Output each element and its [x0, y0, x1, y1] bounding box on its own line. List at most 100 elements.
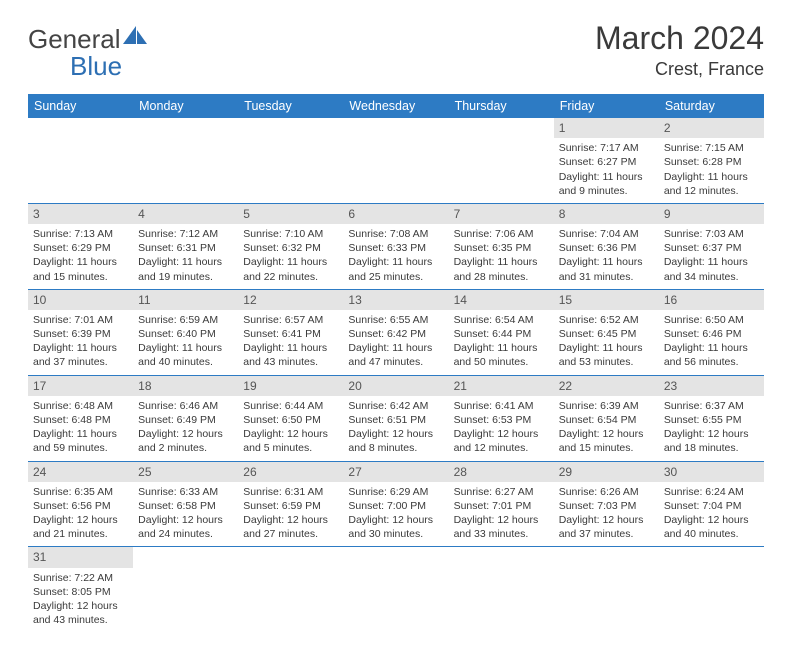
calendar-empty-cell	[343, 118, 448, 203]
sunset-line: Sunset: 6:27 PM	[559, 155, 654, 169]
day-number: 26	[238, 462, 343, 482]
day-details: Sunrise: 7:10 AMSunset: 6:32 PMDaylight:…	[238, 224, 343, 289]
calendar-day-cell: 26Sunrise: 6:31 AMSunset: 6:59 PMDayligh…	[238, 461, 343, 547]
sunrise-line: Sunrise: 6:44 AM	[243, 399, 338, 413]
calendar-day-cell: 14Sunrise: 6:54 AMSunset: 6:44 PMDayligh…	[449, 289, 554, 375]
day-number: 4	[133, 204, 238, 224]
month-title: March 2024	[595, 20, 764, 57]
daylight-line: Daylight: 12 hours and 43 minutes.	[33, 599, 128, 627]
sunrise-line: Sunrise: 7:08 AM	[348, 227, 443, 241]
day-number: 29	[554, 462, 659, 482]
day-details: Sunrise: 6:50 AMSunset: 6:46 PMDaylight:…	[659, 310, 764, 375]
daylight-line: Daylight: 11 hours and 31 minutes.	[559, 255, 654, 283]
daylight-line: Daylight: 11 hours and 56 minutes.	[664, 341, 759, 369]
calendar-day-cell: 2Sunrise: 7:15 AMSunset: 6:28 PMDaylight…	[659, 118, 764, 203]
calendar-day-cell: 12Sunrise: 6:57 AMSunset: 6:41 PMDayligh…	[238, 289, 343, 375]
calendar-empty-cell	[659, 547, 764, 632]
daylight-line: Daylight: 11 hours and 15 minutes.	[33, 255, 128, 283]
sunset-line: Sunset: 6:49 PM	[138, 413, 233, 427]
location-label: Crest, France	[595, 59, 764, 80]
day-details: Sunrise: 6:46 AMSunset: 6:49 PMDaylight:…	[133, 396, 238, 461]
sunset-line: Sunset: 6:40 PM	[138, 327, 233, 341]
sunrise-line: Sunrise: 7:17 AM	[559, 141, 654, 155]
day-details: Sunrise: 6:48 AMSunset: 6:48 PMDaylight:…	[28, 396, 133, 461]
sunrise-line: Sunrise: 6:33 AM	[138, 485, 233, 499]
daylight-line: Daylight: 12 hours and 33 minutes.	[454, 513, 549, 541]
day-number: 27	[343, 462, 448, 482]
day-details: Sunrise: 7:15 AMSunset: 6:28 PMDaylight:…	[659, 138, 764, 203]
calendar-day-cell: 16Sunrise: 6:50 AMSunset: 6:46 PMDayligh…	[659, 289, 764, 375]
sunset-line: Sunset: 6:28 PM	[664, 155, 759, 169]
sunrise-line: Sunrise: 6:54 AM	[454, 313, 549, 327]
calendar-day-cell: 18Sunrise: 6:46 AMSunset: 6:49 PMDayligh…	[133, 375, 238, 461]
sunrise-line: Sunrise: 7:12 AM	[138, 227, 233, 241]
sunset-line: Sunset: 6:31 PM	[138, 241, 233, 255]
calendar-day-cell: 31Sunrise: 7:22 AMSunset: 8:05 PMDayligh…	[28, 547, 133, 632]
calendar-day-cell: 8Sunrise: 7:04 AMSunset: 6:36 PMDaylight…	[554, 203, 659, 289]
calendar-day-cell: 13Sunrise: 6:55 AMSunset: 6:42 PMDayligh…	[343, 289, 448, 375]
weekday-header: Monday	[133, 94, 238, 118]
day-number: 10	[28, 290, 133, 310]
day-details: Sunrise: 7:22 AMSunset: 8:05 PMDaylight:…	[28, 568, 133, 633]
daylight-line: Daylight: 12 hours and 24 minutes.	[138, 513, 233, 541]
day-details: Sunrise: 6:52 AMSunset: 6:45 PMDaylight:…	[554, 310, 659, 375]
daylight-line: Daylight: 12 hours and 37 minutes.	[559, 513, 654, 541]
sunset-line: Sunset: 6:45 PM	[559, 327, 654, 341]
day-number: 6	[343, 204, 448, 224]
sunrise-line: Sunrise: 7:22 AM	[33, 571, 128, 585]
day-number: 20	[343, 376, 448, 396]
daylight-line: Daylight: 12 hours and 5 minutes.	[243, 427, 338, 455]
sunrise-line: Sunrise: 6:50 AM	[664, 313, 759, 327]
sunset-line: Sunset: 7:03 PM	[559, 499, 654, 513]
weekday-header: Sunday	[28, 94, 133, 118]
daylight-line: Daylight: 12 hours and 21 minutes.	[33, 513, 128, 541]
sunrise-line: Sunrise: 7:01 AM	[33, 313, 128, 327]
calendar-day-cell: 27Sunrise: 6:29 AMSunset: 7:00 PMDayligh…	[343, 461, 448, 547]
calendar-empty-cell	[449, 547, 554, 632]
sunset-line: Sunset: 6:35 PM	[454, 241, 549, 255]
daylight-line: Daylight: 11 hours and 37 minutes.	[33, 341, 128, 369]
day-details: Sunrise: 7:03 AMSunset: 6:37 PMDaylight:…	[659, 224, 764, 289]
sunset-line: Sunset: 6:53 PM	[454, 413, 549, 427]
calendar-day-cell: 19Sunrise: 6:44 AMSunset: 6:50 PMDayligh…	[238, 375, 343, 461]
calendar-day-cell: 9Sunrise: 7:03 AMSunset: 6:37 PMDaylight…	[659, 203, 764, 289]
sunrise-line: Sunrise: 7:10 AM	[243, 227, 338, 241]
daylight-line: Daylight: 12 hours and 12 minutes.	[454, 427, 549, 455]
calendar-week-row: 24Sunrise: 6:35 AMSunset: 6:56 PMDayligh…	[28, 461, 764, 547]
header: General Blue March 2024 Crest, France	[28, 20, 764, 80]
day-number: 12	[238, 290, 343, 310]
daylight-line: Daylight: 12 hours and 18 minutes.	[664, 427, 759, 455]
brand-part2: Blue	[28, 51, 122, 81]
sunset-line: Sunset: 6:39 PM	[33, 327, 128, 341]
daylight-line: Daylight: 11 hours and 43 minutes.	[243, 341, 338, 369]
sunset-line: Sunset: 6:46 PM	[664, 327, 759, 341]
day-number: 24	[28, 462, 133, 482]
day-details: Sunrise: 6:59 AMSunset: 6:40 PMDaylight:…	[133, 310, 238, 375]
sunrise-line: Sunrise: 6:52 AM	[559, 313, 654, 327]
daylight-line: Daylight: 11 hours and 19 minutes.	[138, 255, 233, 283]
day-details: Sunrise: 6:54 AMSunset: 6:44 PMDaylight:…	[449, 310, 554, 375]
calendar-day-cell: 5Sunrise: 7:10 AMSunset: 6:32 PMDaylight…	[238, 203, 343, 289]
sunrise-line: Sunrise: 6:31 AM	[243, 485, 338, 499]
sunset-line: Sunset: 6:51 PM	[348, 413, 443, 427]
sunrise-line: Sunrise: 6:37 AM	[664, 399, 759, 413]
day-number: 17	[28, 376, 133, 396]
sunset-line: Sunset: 7:01 PM	[454, 499, 549, 513]
calendar-day-cell: 21Sunrise: 6:41 AMSunset: 6:53 PMDayligh…	[449, 375, 554, 461]
day-number: 25	[133, 462, 238, 482]
calendar-empty-cell	[449, 118, 554, 203]
calendar-empty-cell	[554, 547, 659, 632]
day-details: Sunrise: 6:57 AMSunset: 6:41 PMDaylight:…	[238, 310, 343, 375]
calendar-day-cell: 24Sunrise: 6:35 AMSunset: 6:56 PMDayligh…	[28, 461, 133, 547]
sunset-line: Sunset: 6:32 PM	[243, 241, 338, 255]
sunrise-line: Sunrise: 6:59 AM	[138, 313, 233, 327]
weekday-header: Saturday	[659, 94, 764, 118]
calendar-week-row: 3Sunrise: 7:13 AMSunset: 6:29 PMDaylight…	[28, 203, 764, 289]
calendar-empty-cell	[238, 547, 343, 632]
sunset-line: Sunset: 6:55 PM	[664, 413, 759, 427]
daylight-line: Daylight: 11 hours and 25 minutes.	[348, 255, 443, 283]
daylight-line: Daylight: 11 hours and 22 minutes.	[243, 255, 338, 283]
day-details: Sunrise: 7:17 AMSunset: 6:27 PMDaylight:…	[554, 138, 659, 203]
day-number: 31	[28, 547, 133, 567]
calendar-day-cell: 3Sunrise: 7:13 AMSunset: 6:29 PMDaylight…	[28, 203, 133, 289]
